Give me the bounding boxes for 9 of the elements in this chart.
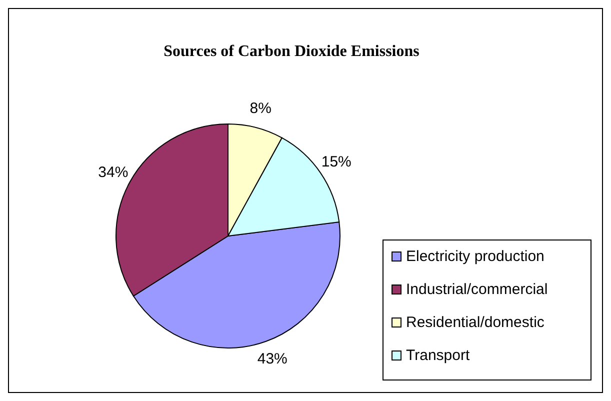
- legend-label: Residential/domestic: [406, 314, 545, 331]
- data-label: 15%: [321, 153, 352, 170]
- legend-label: Transport: [406, 346, 470, 364]
- legend-label: Electricity production: [406, 248, 544, 265]
- legend-label: Industrial/commercial: [406, 280, 548, 298]
- data-label: 43%: [257, 350, 288, 368]
- data-label: 34%: [98, 164, 128, 181]
- chart-title: Sources of Carbon Dioxide Emissions: [164, 43, 420, 60]
- data-label: 8%: [250, 100, 272, 118]
